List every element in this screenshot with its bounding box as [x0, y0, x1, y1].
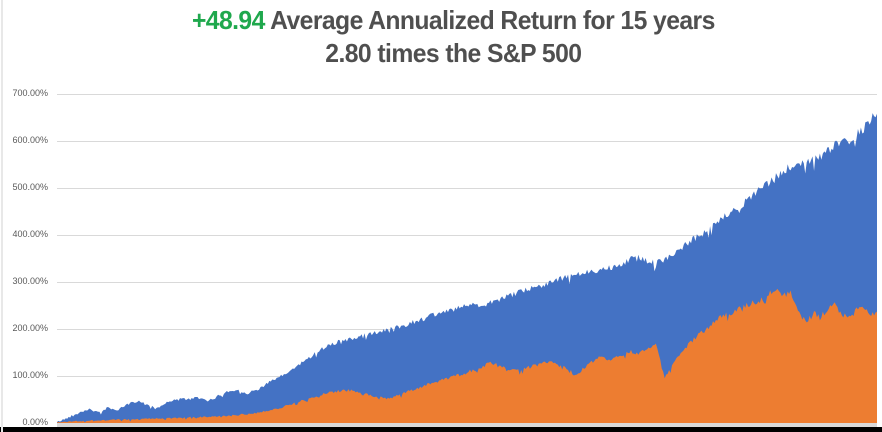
chart-title-line2: 2.80 times the S&P 500 — [325, 38, 582, 68]
y-axis: 700.00% 600.00% 500.00% 400.00% 300.00% 200.0… — [0, 0, 55, 432]
chart-title: +48.94 Average Annualized Return for 15 … — [22, 4, 860, 70]
y-axis-tick-label: 200.00% — [12, 323, 48, 333]
y-axis-tick-label: 100.00% — [12, 370, 48, 380]
title-highlight-value: +48.94 — [191, 5, 265, 35]
title-line1-text: Average Annualized Return for 15 years — [264, 5, 715, 35]
y-axis-tick-label: 700.00% — [12, 88, 48, 98]
left-window-edge — [1, 0, 3, 432]
y-axis-tick-label: 300.00% — [12, 276, 48, 286]
sp500-cumulative-return-orange-area — [57, 288, 877, 423]
chart-title-line1: +48.94 Average Annualized Return for 15 … — [47, 4, 860, 37]
y-axis-tick-label: 400.00% — [12, 229, 48, 239]
y-axis-tick-label: 500.00% — [12, 182, 48, 192]
bottom-black-bar — [0, 427, 882, 432]
y-axis-tick-label: 600.00% — [12, 135, 48, 145]
y-axis-tick-label: 0.00% — [22, 417, 48, 427]
x-axis-line — [57, 423, 877, 427]
strategy-cumulative-return-blue-area — [57, 113, 877, 424]
